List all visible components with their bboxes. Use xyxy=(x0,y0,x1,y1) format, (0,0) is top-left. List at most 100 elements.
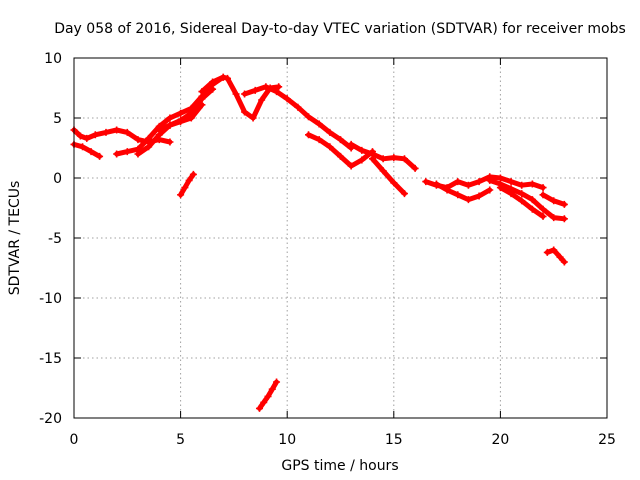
data-point xyxy=(486,176,494,184)
data-point xyxy=(539,205,547,213)
data-point xyxy=(475,178,483,186)
data-point xyxy=(432,180,440,188)
data-point xyxy=(224,74,232,82)
data-point xyxy=(400,155,408,163)
data-point xyxy=(337,136,344,144)
data-point xyxy=(113,126,121,134)
data-point xyxy=(507,178,515,186)
data-point xyxy=(209,85,217,93)
data-point xyxy=(258,96,266,104)
grid xyxy=(74,58,607,418)
data-point xyxy=(550,214,558,222)
data-point xyxy=(294,103,302,111)
y-tick-label: 0 xyxy=(53,171,62,187)
data-point xyxy=(496,174,504,182)
series-track-track-6 xyxy=(178,171,196,198)
y-tick-label: 10 xyxy=(44,51,62,67)
data-point xyxy=(268,385,276,393)
data-point xyxy=(166,114,174,122)
data-point xyxy=(283,95,291,103)
data-point xyxy=(528,205,536,213)
data-point xyxy=(315,120,323,128)
data-points xyxy=(70,73,568,412)
data-point xyxy=(518,197,526,205)
series-track-track-7 xyxy=(199,74,282,121)
data-point xyxy=(358,156,366,164)
data-point xyxy=(539,184,547,192)
data-point xyxy=(560,200,568,208)
data-point xyxy=(251,86,259,94)
data-point xyxy=(507,190,515,198)
x-tick-label: 10 xyxy=(278,432,296,448)
data-point xyxy=(543,248,551,256)
data-point xyxy=(550,197,558,205)
series-track-track-2 xyxy=(71,141,103,159)
data-point xyxy=(347,162,355,170)
data-point xyxy=(326,128,334,136)
y-axis-label: SDTVAR / TECUs xyxy=(7,181,23,296)
series-track-track-18 xyxy=(544,247,567,265)
data-point xyxy=(496,184,504,192)
data-point xyxy=(185,176,193,184)
data-point xyxy=(486,186,494,194)
data-point xyxy=(189,170,197,178)
y-tick-label: -5 xyxy=(48,231,62,247)
data-point xyxy=(305,131,313,139)
data-point xyxy=(219,73,227,81)
data-point xyxy=(275,83,283,91)
data-point xyxy=(347,140,355,148)
data-point xyxy=(305,113,313,121)
data-point xyxy=(198,101,206,109)
data-point xyxy=(198,88,206,96)
y-tick-label: -20 xyxy=(39,411,62,427)
x-axis-label: GPS time / hours xyxy=(281,458,398,474)
data-point xyxy=(255,404,263,412)
data-point xyxy=(379,167,387,175)
data-point xyxy=(464,196,472,204)
series-track-track-12 xyxy=(370,156,407,197)
data-point xyxy=(518,190,526,198)
data-point xyxy=(273,88,281,96)
data-point xyxy=(177,118,185,126)
data-point xyxy=(443,186,451,194)
x-tick-label: 15 xyxy=(385,432,403,448)
data-point xyxy=(528,180,536,188)
data-point xyxy=(123,128,131,136)
data-point xyxy=(83,134,91,142)
data-point xyxy=(273,378,281,386)
data-point xyxy=(518,181,526,189)
data-point xyxy=(260,398,268,406)
data-point xyxy=(177,109,185,117)
data-point xyxy=(400,190,408,198)
y-tick-label: -15 xyxy=(39,351,62,367)
data-point xyxy=(209,78,217,86)
data-point xyxy=(539,191,547,199)
data-point xyxy=(454,191,462,199)
data-point xyxy=(241,90,249,98)
data-point xyxy=(249,114,257,122)
data-point xyxy=(337,152,344,160)
data-point xyxy=(177,191,185,199)
data-point xyxy=(198,95,206,103)
data-point xyxy=(264,392,272,400)
data-point xyxy=(87,148,95,156)
x-tick-label: 20 xyxy=(491,432,509,448)
axis-ticks: 0 5 10 15 20 25 -20 -15 -10 -5 0 5 10 xyxy=(39,51,616,448)
data-point xyxy=(550,246,558,254)
data-point xyxy=(113,150,121,158)
data-point xyxy=(528,196,536,204)
data-point xyxy=(411,164,419,172)
data-point xyxy=(464,181,472,189)
data-point xyxy=(91,131,99,139)
data-point xyxy=(145,143,153,151)
data-point xyxy=(79,143,87,151)
data-point xyxy=(181,184,189,192)
data-point xyxy=(96,152,104,160)
data-point xyxy=(390,154,398,162)
data-point xyxy=(232,90,240,98)
chart-title: Day 058 of 2016, Sidereal Day-to-day VTE… xyxy=(54,21,626,37)
data-point xyxy=(422,178,430,186)
x-tick-label: 5 xyxy=(176,432,185,448)
data-point xyxy=(368,155,376,163)
